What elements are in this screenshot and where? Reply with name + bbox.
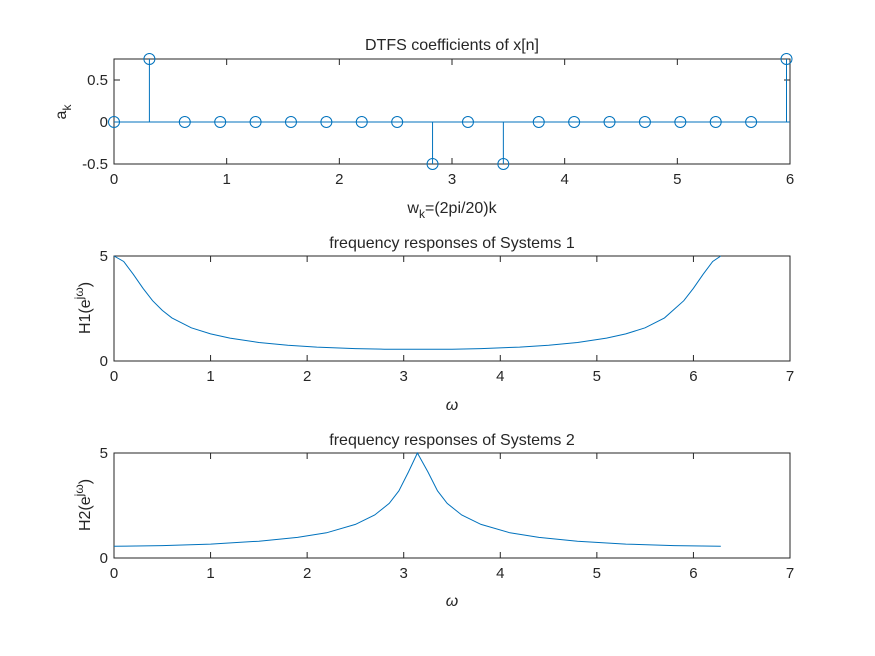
x-tick-label: 0	[110, 368, 118, 385]
axes-box-3	[113, 452, 791, 559]
response-line	[113, 255, 722, 350]
subplot-2: frequency responses of Systems 1 H1(ejω)…	[72, 235, 794, 414]
stem-marker	[603, 116, 616, 128]
x-tick-label: 2	[303, 565, 311, 582]
x-tick-label: 3	[400, 565, 408, 582]
x-tick-label: 3	[400, 368, 408, 385]
chart-title-3: frequency responses of Systems 2	[329, 432, 575, 449]
stem-marker	[284, 116, 297, 128]
stem-marker	[780, 53, 793, 65]
y-tick-label: 0	[100, 114, 108, 131]
xlabel-1-sub: k	[419, 207, 426, 221]
subplot-1: DTFS coefficients of x[n] ak wk=(2pi/20)…	[53, 37, 794, 221]
x-tick-label: 2	[303, 368, 311, 385]
stem-marker	[249, 116, 262, 128]
x-tick-label: 7	[786, 368, 794, 385]
axes-box-1	[113, 58, 791, 165]
stem-marker	[745, 116, 758, 128]
xlabel-1: wk=(2pi/20)k	[406, 200, 497, 221]
stem-marker	[108, 116, 120, 128]
stem-marker	[320, 116, 333, 128]
stem-marker	[355, 116, 368, 128]
ylabel-1-main: a	[53, 110, 70, 119]
x-tick-label: 1	[222, 171, 230, 188]
xlabel-1-main: w	[406, 200, 419, 217]
svg-text:H1(ejω): H1(ejω)	[72, 282, 94, 334]
response-line	[113, 451, 721, 547]
ticks-2: 0 1 2 3 4 5 6 7 0 5	[100, 248, 795, 385]
stem-marker	[532, 116, 545, 128]
stem-marker	[709, 116, 722, 128]
x-tick-label: 5	[593, 565, 601, 582]
x-tick-label: 5	[593, 368, 601, 385]
ticks-3: 0 1 2 3 4 5 6 7 0 5	[100, 445, 795, 582]
x-tick-label: 1	[206, 565, 214, 582]
chart-title-1: DTFS coefficients of x[n]	[365, 37, 539, 54]
stem-marker	[461, 116, 474, 128]
subplot-3: frequency responses of Systems 2 H2(ejω)…	[72, 432, 794, 610]
x-tick-label: 5	[673, 171, 681, 188]
x-tick-label: 1	[206, 368, 214, 385]
svg-text:H2(ejω): H2(ejω)	[72, 479, 94, 531]
y-tick-label: 0	[100, 550, 108, 567]
stem-marker	[391, 116, 404, 128]
x-tick-label: 6	[689, 368, 697, 385]
y-tick-label: -0.5	[82, 156, 108, 173]
stems-1	[108, 53, 793, 170]
xlabel-2: ω	[446, 397, 458, 414]
stem-marker	[568, 116, 581, 128]
x-tick-label: 4	[496, 368, 504, 385]
ylabel-3-sup: jω	[72, 484, 86, 497]
curve-2	[113, 255, 722, 350]
ylabel-2: H1(ejω)	[72, 282, 94, 334]
x-tick-label: 6	[689, 565, 697, 582]
curve-3	[113, 451, 721, 547]
xlabel-1-rest: =(2pi/20)k	[425, 200, 498, 217]
y-tick-label: 0	[100, 353, 108, 370]
x-tick-label: 4	[496, 565, 504, 582]
chart-title-2: frequency responses of Systems 1	[329, 235, 575, 252]
y-tick-label: 5	[100, 445, 108, 462]
ylabel-2-close: )	[77, 282, 94, 287]
ylabel-3-close: )	[77, 479, 94, 484]
xlabel-3: ω	[446, 593, 458, 610]
stem-marker	[178, 116, 191, 128]
x-tick-label: 3	[448, 171, 456, 188]
stem-marker	[214, 116, 227, 128]
ylabel-2-sup: jω	[72, 287, 86, 300]
ylabel-1-sub: k	[60, 104, 74, 111]
stem-marker	[674, 116, 687, 128]
svg-text:ak: ak	[53, 104, 74, 120]
ylabel-1: ak	[53, 104, 74, 120]
x-tick-label: 0	[110, 171, 118, 188]
stem-marker	[497, 158, 510, 170]
x-tick-label: 6	[786, 171, 794, 188]
ylabel-2-main: H1(e	[77, 299, 94, 334]
stem-marker	[143, 53, 156, 65]
y-tick-label: 5	[100, 248, 108, 265]
ylabel-3-main: H2(e	[77, 496, 94, 531]
ticks-1: 0 1 2 3 4 5 6-0.500.5	[82, 59, 794, 188]
x-tick-label: 0	[110, 565, 118, 582]
ylabel-3: H2(ejω)	[72, 479, 94, 531]
stem-marker	[426, 158, 439, 170]
y-tick-label: 0.5	[87, 72, 108, 89]
x-tick-label: 4	[560, 171, 568, 188]
stem-marker	[638, 116, 651, 128]
x-tick-label: 2	[335, 171, 343, 188]
axes-box-2	[113, 255, 791, 362]
x-tick-label: 7	[786, 565, 794, 582]
